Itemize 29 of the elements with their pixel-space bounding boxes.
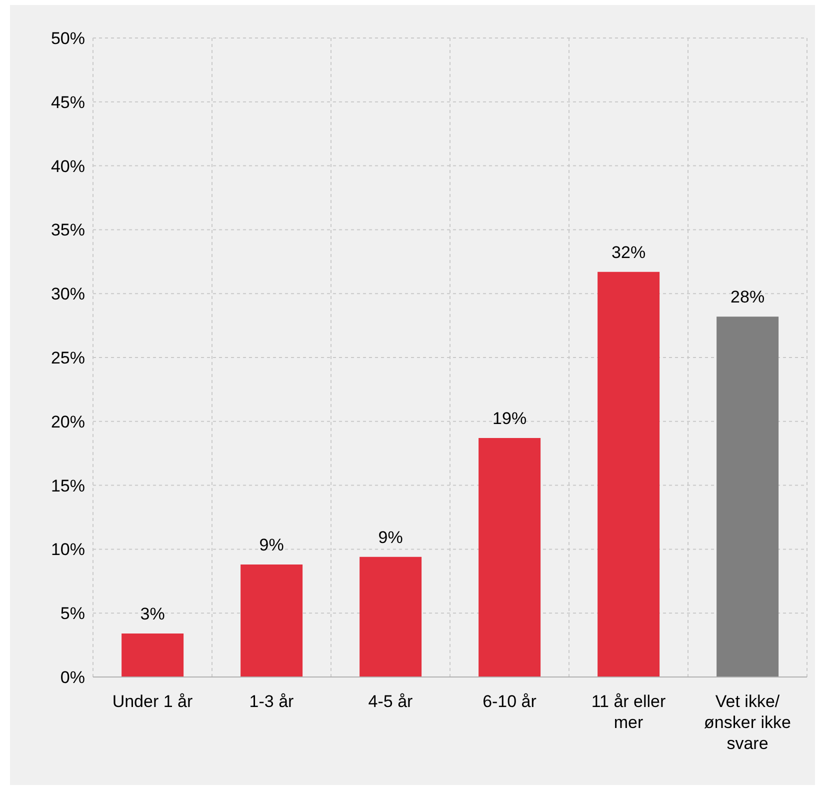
y-tick-label: 5% — [60, 604, 85, 624]
data-label: 9% — [378, 528, 403, 547]
bar — [598, 272, 660, 677]
y-tick-label: 40% — [50, 156, 85, 176]
data-label: 28% — [730, 288, 765, 307]
y-tick-label: 45% — [50, 92, 85, 112]
x-tick-label: 11 år eller mer — [591, 692, 666, 732]
x-tick-label: Under 1 år — [112, 692, 193, 711]
data-label: 32% — [612, 242, 646, 262]
bar — [716, 316, 779, 677]
y-tick-label: 15% — [50, 476, 85, 496]
bar — [240, 564, 303, 677]
y-tick-label: 10% — [50, 540, 85, 560]
x-tick-label: 1-3 år — [249, 692, 294, 711]
x-tick-label: 6-10 år — [482, 692, 537, 711]
y-tick-label: 25% — [50, 348, 85, 368]
data-label: 3% — [140, 604, 165, 624]
y-tick-label: 0% — [60, 668, 85, 688]
x-tick-label: Vet ikke/ ønsker ikke svare — [704, 692, 791, 753]
y-tick-label: 35% — [50, 220, 85, 240]
y-tick-label: 30% — [50, 284, 85, 304]
y-tick-label: 20% — [50, 412, 85, 432]
y-tick-label: 50% — [50, 29, 85, 48]
data-label: 9% — [259, 536, 284, 555]
x-tick-label: 4-5 år — [368, 692, 414, 711]
bar — [478, 438, 541, 677]
data-label: 19% — [492, 409, 527, 428]
bar — [122, 634, 184, 677]
bar — [360, 556, 422, 677]
